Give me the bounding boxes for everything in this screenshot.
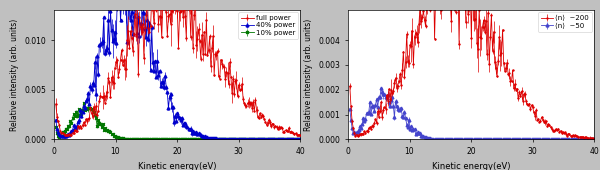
Y-axis label: Relative intensity (arb. units): Relative intensity (arb. units) [304,19,313,131]
Y-axis label: Relative intensity (arb. units): Relative intensity (arb. units) [10,19,19,131]
Legend: ⟨n⟩  ~200, ⟨n⟩  ~50: ⟨n⟩ ~200, ⟨n⟩ ~50 [538,12,592,32]
X-axis label: Kinetic energy(eV): Kinetic energy(eV) [432,162,510,170]
Legend: full power, 40% power, 10% power: full power, 40% power, 10% power [238,12,298,39]
X-axis label: Kinetic energy(eV): Kinetic energy(eV) [138,162,216,170]
